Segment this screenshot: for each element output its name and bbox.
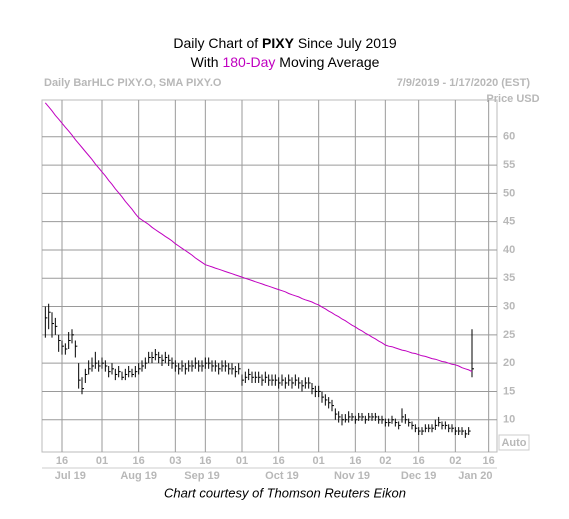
y-tick-label: 10 bbox=[503, 414, 515, 426]
subtitle-part: With bbox=[191, 54, 223, 70]
x-tick-label: 16 bbox=[273, 455, 285, 467]
chart-subtitle: With 180-Day Moving Average bbox=[191, 54, 380, 70]
x-tick-label: 02 bbox=[449, 455, 461, 467]
y-tick-label: 30 bbox=[503, 300, 515, 312]
x-tick-label: 16 bbox=[133, 455, 145, 467]
x-tick-label: 03 bbox=[169, 455, 181, 467]
subtitle-part: Moving Average bbox=[275, 54, 379, 70]
month-label: Sep 19 bbox=[184, 470, 219, 482]
x-tick-label: 16 bbox=[349, 455, 361, 467]
x-tick-label: 01 bbox=[313, 455, 325, 467]
header-right: 7/9/2019 - 1/17/2020 (EST) bbox=[397, 77, 531, 89]
month-label: Jan 20 bbox=[458, 470, 492, 482]
y-tick-label: 25 bbox=[503, 329, 515, 341]
y-tick-label: 50 bbox=[503, 187, 515, 199]
footer: Chart courtesy of Thomson Reuters Eikon bbox=[164, 485, 406, 500]
y-tick-label: 35 bbox=[503, 272, 515, 284]
y-axis-label-text: Price USD bbox=[486, 93, 539, 105]
month-label: Dec 19 bbox=[401, 470, 436, 482]
y-tick-label: 45 bbox=[503, 216, 515, 228]
scale-box bbox=[498, 434, 530, 451]
y-tick-label: 60 bbox=[503, 131, 515, 143]
chart-title: Daily Chart of PIXY Since July 2019 bbox=[173, 35, 397, 51]
month-label: Jul 19 bbox=[55, 470, 86, 482]
x-tick-label: 01 bbox=[236, 455, 248, 467]
moving-average bbox=[44, 102, 473, 373]
month-label: Oct 19 bbox=[265, 470, 299, 482]
y-tick-label: 55 bbox=[503, 159, 515, 171]
header-left: Daily BarHLC PIXY.O, SMA PIXY.O bbox=[44, 77, 222, 89]
plot-frame bbox=[41, 99, 498, 453]
x-tick-label: 16 bbox=[413, 455, 425, 467]
x-tick-label: 16 bbox=[56, 455, 68, 467]
y-tick-label: 40 bbox=[503, 244, 515, 256]
x-tick-label: 01 bbox=[96, 455, 108, 467]
month-label: Nov 19 bbox=[334, 470, 370, 482]
title-part: Since July 2019 bbox=[294, 35, 397, 51]
subtitle-part: 180-Day bbox=[222, 54, 275, 70]
title-part: Daily Chart of bbox=[173, 35, 262, 51]
x-tick-label: 16 bbox=[483, 455, 495, 467]
y-tick-label: 15 bbox=[503, 385, 515, 397]
y-axis-label: Price USD bbox=[486, 93, 539, 105]
x-tick-label: 02 bbox=[379, 455, 391, 467]
scale-label: Auto bbox=[501, 437, 526, 449]
x-tick-label: 16 bbox=[199, 455, 211, 467]
month-label: Aug 19 bbox=[120, 470, 157, 482]
y-tick-label: 20 bbox=[503, 357, 515, 369]
title-part: PIXY bbox=[262, 35, 295, 51]
